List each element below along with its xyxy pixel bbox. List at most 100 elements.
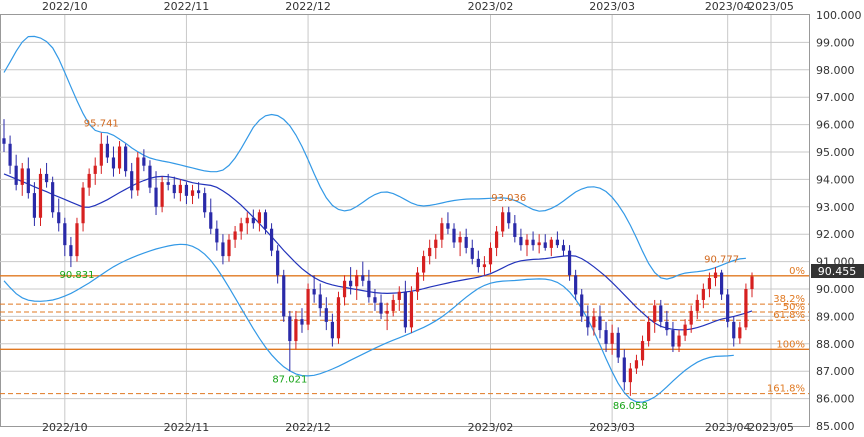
candle-body	[373, 297, 377, 303]
x-tick-label-top: 2023/05	[748, 0, 794, 13]
candle-body	[586, 316, 590, 328]
x-tick-label-top: 2023/02	[468, 0, 514, 13]
candle-body	[647, 321, 651, 342]
x-tick-label-bottom: 2022/11	[164, 421, 210, 433]
candle-body	[239, 223, 243, 232]
y-tick-label: 93.000	[816, 201, 855, 214]
y-axis: 100.000 99.000 98.000 97.000 96.000 95.000 94.…	[816, 9, 862, 433]
y-tick-label: 85.000	[816, 420, 855, 433]
candle-body	[63, 223, 67, 246]
candle-body	[501, 212, 505, 232]
candle-body	[452, 228, 456, 243]
candle-body	[567, 250, 572, 276]
y-tick-label: 100.000	[816, 9, 862, 22]
candle-body	[57, 212, 61, 224]
sma-line	[3, 173, 753, 331]
candle-body	[543, 242, 547, 248]
candle-body	[105, 143, 109, 158]
candle-body	[695, 299, 699, 311]
candle-body	[458, 236, 462, 243]
x-tick-label-top: 2022/12	[285, 0, 331, 13]
candle-body	[719, 272, 724, 295]
candle-body	[653, 305, 657, 322]
candle-body	[160, 182, 164, 207]
candle-body	[215, 228, 219, 243]
candle-body	[610, 332, 614, 344]
candle-body	[525, 239, 529, 246]
candle-body	[257, 212, 262, 224]
fibo-label: 50%	[783, 302, 805, 313]
candle-body	[659, 305, 663, 322]
candle-body	[349, 280, 353, 287]
candle-body	[93, 165, 97, 174]
candle-body	[38, 173, 43, 218]
x-tick-label-top: 2023/04	[705, 0, 751, 13]
candle-body	[488, 247, 493, 265]
candle-body	[713, 272, 718, 279]
candle-body	[20, 168, 24, 185]
candle-body	[221, 242, 225, 257]
y-tick-label: 90.000	[816, 283, 855, 296]
candle-body	[8, 143, 12, 166]
candle-body	[130, 171, 134, 191]
candle-body	[464, 236, 468, 248]
candle-body	[306, 289, 310, 325]
candle-body	[598, 316, 602, 331]
candle-body	[677, 335, 681, 347]
candle-body	[744, 289, 748, 328]
hilo-label: 95.741	[84, 119, 119, 130]
y-tick-label: 99.000	[816, 36, 855, 49]
candle-body	[136, 157, 140, 191]
x-tick-label-bottom: 2023/03	[589, 421, 635, 433]
candle-body	[342, 280, 347, 298]
candle-body	[324, 308, 328, 322]
candle-body	[580, 294, 584, 317]
candle-body	[683, 324, 687, 336]
candle-body	[561, 245, 566, 251]
candle-body	[397, 291, 401, 300]
candle-body	[470, 247, 474, 259]
candle-body	[330, 321, 334, 339]
fibo-label: 161.8%	[767, 384, 805, 395]
current-price-tag: 90.455	[811, 264, 864, 278]
y-tick-label: 88.000	[816, 338, 855, 351]
candle-body	[81, 187, 85, 224]
x-tick-label-bottom: 2022/12	[285, 421, 331, 433]
hilo-label: 90.777	[704, 255, 739, 266]
plot-frame	[0, 14, 810, 427]
x-axis: 2022/10 2022/10 2022/11 2022/11 2022/12 2022/…	[42, 0, 794, 434]
candle-body	[555, 239, 559, 246]
candle-body	[592, 316, 596, 328]
candle-body	[245, 217, 249, 224]
y-tick-label: 97.000	[816, 91, 855, 104]
candle-body	[276, 250, 280, 276]
x-tick-label-top: 2022/11	[164, 0, 210, 13]
fibo-label: 61.8%	[773, 310, 805, 321]
candle-body	[300, 319, 304, 325]
candle-body	[519, 236, 523, 246]
candle-body	[209, 212, 213, 229]
candle-body	[282, 275, 286, 317]
fibo-label: 38.2%	[773, 294, 805, 305]
candle-body	[732, 321, 736, 339]
candle-body	[537, 242, 541, 246]
candle-body	[14, 165, 18, 185]
candle-body	[69, 245, 73, 257]
candle-body	[269, 228, 274, 251]
candle-body	[203, 193, 207, 213]
y-tick-label: 94.000	[816, 173, 855, 186]
y-tick-label: 95.000	[816, 146, 855, 159]
candle-body	[75, 223, 79, 257]
candle-body	[312, 289, 316, 295]
x-tick-label-top: 2022/10	[42, 0, 88, 13]
candle-body	[2, 138, 6, 144]
hilo-label: 93.036	[491, 193, 526, 204]
candle-body	[117, 146, 122, 169]
candle-body	[640, 341, 645, 361]
candle-body	[385, 310, 389, 314]
candle-body	[403, 291, 407, 328]
candle-body	[32, 193, 37, 218]
bollinger-lower-line	[3, 243, 734, 403]
fibo-label: 100%	[776, 339, 805, 350]
candle-body	[51, 182, 55, 213]
